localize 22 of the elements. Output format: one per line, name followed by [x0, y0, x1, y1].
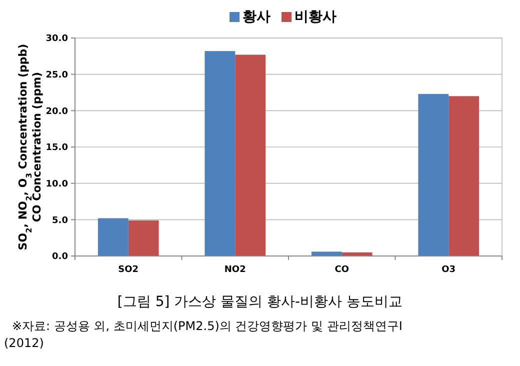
y-tick-label: 0.0: [52, 252, 68, 262]
y-tick-label: 30.0: [46, 34, 68, 44]
y-tick-label: 5.0: [52, 216, 68, 226]
y-tick-label: 25.0: [46, 70, 68, 80]
text: ※자료: 공성용 외, 초미세먼지(PM2.5)의 건강영향평가 및 관리정책연구Ⅰ (2012): [4, 319, 402, 350]
bar: [128, 220, 159, 256]
y-tick-label: 15.0: [46, 143, 68, 154]
y-tick-label: 10.0: [46, 179, 68, 190]
bar: [204, 51, 236, 256]
bar: [418, 94, 449, 256]
text: [그림 5] 가스상 물질의 황사-비황사 농도비교: [117, 294, 403, 310]
y-tick-label: 20.0: [46, 106, 68, 117]
x-tick-label: CO: [334, 265, 350, 275]
bar: [235, 54, 266, 256]
bar: [448, 96, 480, 256]
x-tick-label: SO2: [118, 265, 139, 275]
bar: [311, 252, 342, 256]
x-tick-label: NO2: [224, 265, 246, 275]
bar: [98, 218, 128, 256]
legend-label: 비황사: [294, 9, 336, 25]
legend-label: 황사: [242, 9, 270, 25]
x-tick-label: O3: [442, 265, 456, 275]
